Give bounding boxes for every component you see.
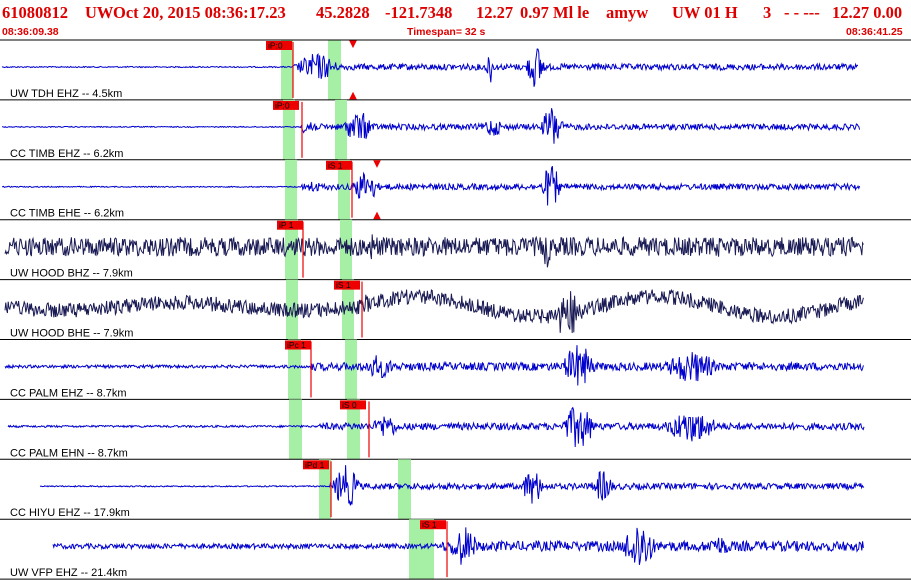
waveform-trace (7, 406, 865, 448)
pick-marker-top (349, 40, 357, 49)
pick-marker-bottom (349, 91, 357, 100)
pick-flag (303, 460, 329, 470)
pick-window-0 (285, 159, 297, 220)
end-time: 08:36:41.25 (846, 26, 903, 38)
pick-label: iS 1 (336, 280, 351, 290)
waveform-trace (4, 288, 864, 334)
event-quality: 3 (763, 3, 772, 22)
station-label: CC HIYU EHZ -- 17.9km (10, 507, 130, 519)
event-dashes: - - --- (784, 3, 820, 22)
pick-flag (285, 340, 311, 350)
station-label: CC PALM EHZ -- 8.7km (10, 387, 127, 399)
pick-window-0 (281, 40, 293, 100)
waveform-trace (1, 165, 861, 206)
pick-label: iS 1 (328, 160, 343, 170)
event-latitude: 45.2828 (316, 3, 370, 22)
waveform-trace (4, 234, 864, 268)
start-time: 08:36:09.38 (2, 26, 59, 38)
station-label: UW HOOD BHE -- 7.9km (10, 328, 133, 340)
station-label: UW TDH EHZ -- 4.5km (10, 88, 122, 100)
waveform-trace (4, 345, 864, 386)
waveform-trace (1, 108, 861, 144)
pick-label: iPd 1 (305, 460, 325, 470)
pick-label: iS 1 (422, 520, 437, 530)
pick-flag (420, 520, 446, 530)
pick-window-1 (328, 40, 341, 100)
pick-label: iP:0 (268, 41, 283, 51)
station-label: UW VFP EHZ -- 21.4km (10, 567, 127, 579)
pick-flag (334, 280, 360, 290)
pick-window-0 (289, 399, 302, 460)
pick-flag (273, 100, 299, 110)
pick-label: iS 0 (342, 400, 357, 410)
pick-label: iP 1 (279, 220, 294, 230)
station-label: CC PALM EHN -- 8.7km (10, 447, 128, 459)
pick-window-0 (285, 219, 298, 280)
station-label: CC TIMB EHZ -- 6.2km (10, 148, 123, 160)
pick-label: iP:0 (275, 100, 290, 110)
pick-window-1 (398, 459, 411, 520)
event-tail: 12.27 0.00 (832, 3, 903, 22)
pick-window-1 (338, 159, 350, 220)
pick-window-0 (286, 279, 298, 340)
event-review: UW 01 H (672, 3, 738, 22)
pick-flag (266, 41, 292, 50)
origin-time: Oct 20, 2015 08:36:17.23 (113, 3, 286, 22)
pick-marker-top (373, 160, 381, 168)
event-magnitude: 0.97 Ml le (520, 3, 590, 22)
waveform-trace (1, 48, 859, 87)
event-id: 61080812 (2, 3, 68, 22)
pick-window-0 (283, 99, 295, 160)
event-longitude: -121.7348 (385, 3, 453, 22)
time-header: 08:36:09.38 Timespan= 32 s 08:36:41.25 (0, 25, 911, 39)
pick-label: iPc 1 (287, 340, 306, 350)
pick-flag (340, 400, 366, 410)
pick-window-0 (288, 339, 301, 400)
pick-window-1 (335, 99, 347, 160)
pick-flag (277, 220, 303, 230)
pick-marker-bottom (373, 211, 381, 220)
pick-window-1 (347, 399, 360, 460)
event-analyst: amyw (606, 3, 649, 22)
waveform-trace (52, 527, 864, 565)
waveform-trace (39, 465, 865, 506)
pick-flag (326, 160, 352, 170)
station-label: UW HOOD BHZ -- 7.9km (10, 268, 133, 280)
pick-window-0 (409, 519, 422, 580)
event-network: UW (85, 3, 114, 22)
event-header: 61080812 UW Oct 20, 2015 08:36:17.23 45.… (0, 0, 911, 25)
station-label: CC TIMB EHE -- 6.2km (10, 208, 124, 220)
timespan-label: Timespan= 32 s (407, 26, 486, 38)
event-depth: 12.27 (476, 3, 514, 22)
pick-window-0 (319, 459, 331, 520)
